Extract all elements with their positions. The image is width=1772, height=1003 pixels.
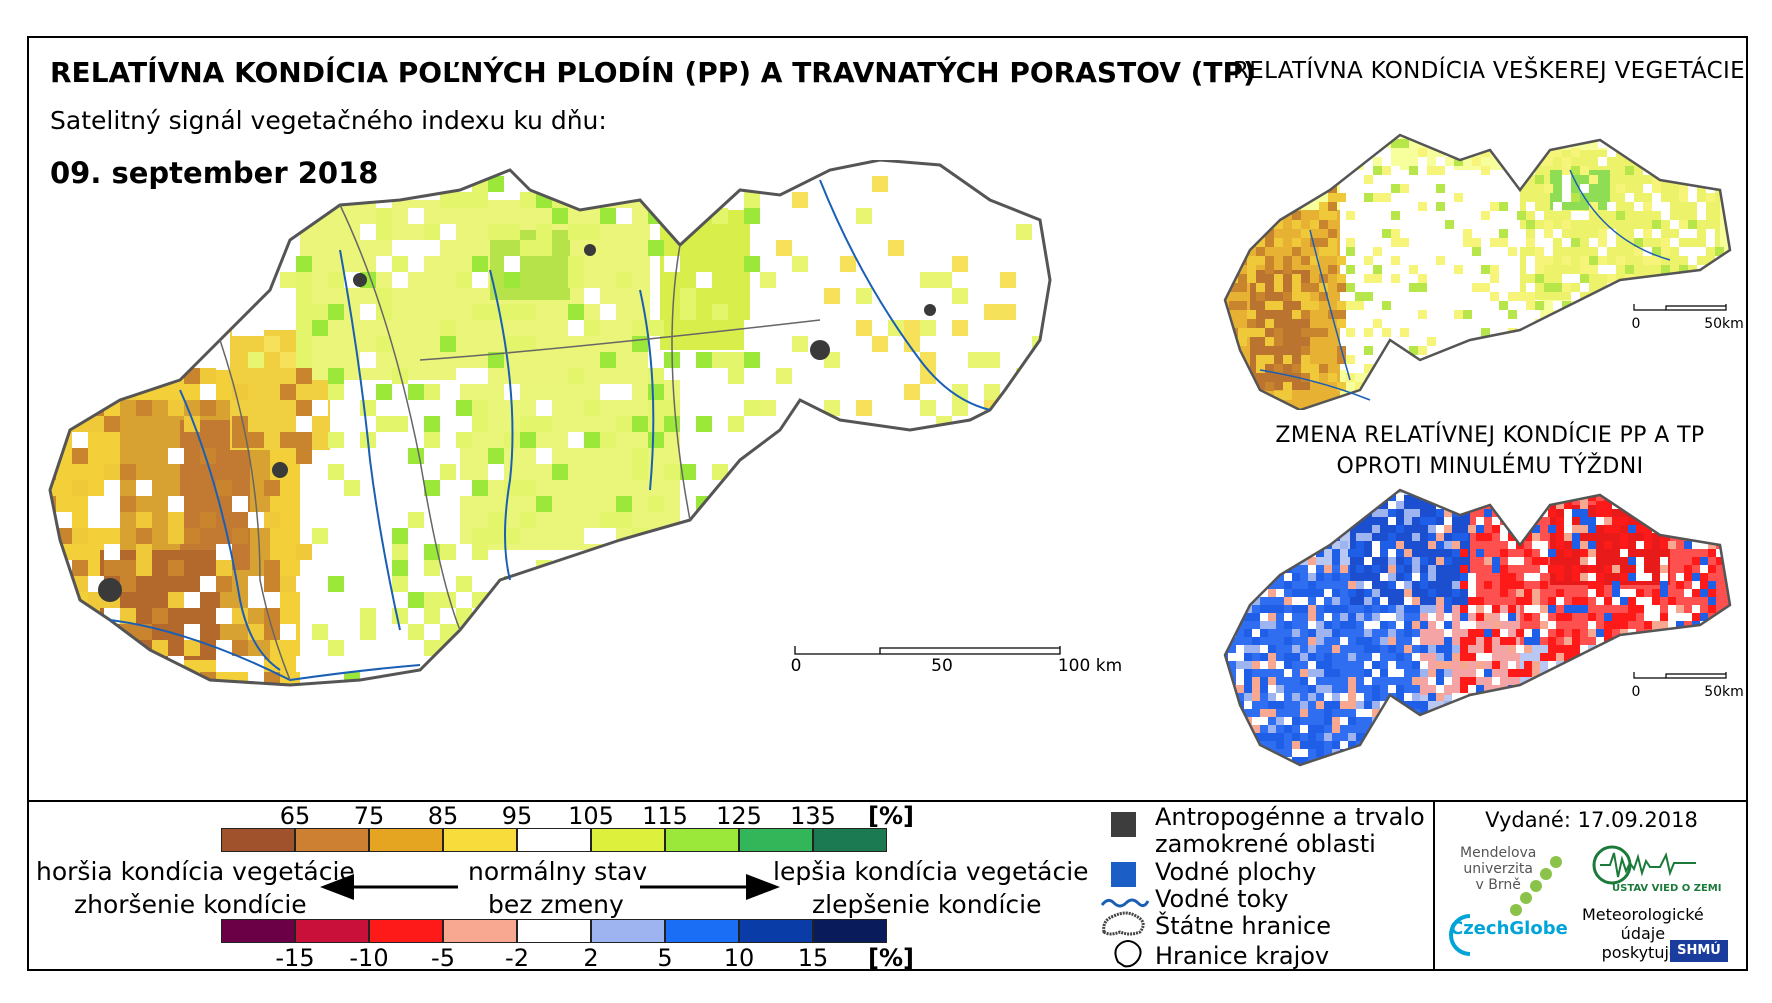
condition-swatch-7 (739, 828, 813, 852)
water-body-swatch (1111, 862, 1136, 887)
change-title-line1: ZMENA RELATÍVNEJ KONDÍCIE PP A TP (1275, 423, 1705, 448)
condition-tick-1: 75 (353, 802, 385, 830)
small-scale-2-label-50: 50km (1704, 684, 1744, 700)
condition-color-scale (221, 828, 887, 852)
change-swatch-7 (739, 919, 813, 943)
meteorological-data-text: Meteorologické údaje poskytuje: (1582, 905, 1704, 962)
legend-anthropogenic-line1: Antropogénne a trvalo (1155, 803, 1425, 831)
left-arrow-icon (320, 874, 458, 900)
change-swatch-8 (813, 919, 887, 943)
right-arrow-icon (640, 874, 780, 900)
legend-separator (27, 800, 1748, 802)
change-tick-3: -2 (505, 944, 529, 972)
change-swatch-3 (443, 919, 517, 943)
change-swatch-2 (369, 919, 443, 943)
main-scale-label-100: 100 km (1057, 656, 1123, 676)
main-scale-bar (794, 646, 1061, 655)
condition-tick-3: 95 (501, 802, 533, 830)
uvz-logo-icon (1592, 845, 1696, 885)
change-title: ZMENA RELATÍVNEJ KONDÍCIE PP A TP OPROTI… (1230, 420, 1750, 482)
condition-swatch-6 (665, 828, 739, 852)
change-swatch-5 (591, 919, 665, 943)
small-scale-1-label-50: 50km (1704, 316, 1744, 332)
all-vegetation-map (1223, 133, 1732, 410)
water-stream-icon (1100, 898, 1150, 908)
change-title-line2: OPROTI MINULÉMU TÝŽDNI (1336, 454, 1644, 479)
anthropogenic-swatch (1111, 812, 1136, 837)
legend-region-borders: Hranice krajov (1155, 942, 1330, 970)
legend-water-bodies: Vodné plochy (1155, 858, 1317, 886)
change-swatch-0 (221, 919, 295, 943)
small-scale-1-label-0: 0 (1631, 316, 1641, 332)
czechglobe-logo-icon (1449, 914, 1471, 956)
condition-swatch-4 (517, 828, 591, 852)
state-border-icon (1102, 911, 1145, 936)
met-line3: poskytuje: (1601, 943, 1685, 962)
condition-unit: [%] (868, 802, 914, 830)
condition-tick-7: 135 (790, 802, 836, 830)
main-scale-label-50: 50 (931, 656, 953, 676)
change-unit: [%] (868, 944, 914, 972)
condition-tick-0: 65 (279, 802, 311, 830)
mendel-line3: v Brně (1475, 877, 1521, 893)
map-subtitle: Satelitný signál vegetačného indexu ku d… (50, 106, 607, 135)
met-line1: Meteorologické (1582, 905, 1704, 924)
change-tick-1: -10 (349, 944, 389, 972)
czechglobe-logo-text: CzechGlobe (1450, 918, 1568, 939)
mendel-logo-text: Mendelova univerzita v Brně (1460, 845, 1536, 893)
mendel-logo-icon (1510, 856, 1562, 916)
main-map-anthropogenic (98, 244, 936, 602)
change-swatch-4 (517, 919, 591, 943)
map-title: RELATÍVNA KONDÍCIA POĽNÝCH PLODÍN (PP) A… (50, 56, 1256, 89)
legend-state-borders: Štátne hranice (1155, 912, 1331, 940)
small-scale-bar-1 (1633, 304, 1727, 311)
small-scale-2-label-0: 0 (1631, 684, 1641, 700)
small-scale-bar-2 (1633, 672, 1727, 679)
normal-state-label: normálny stav (468, 857, 648, 886)
condition-tick-2: 85 (427, 802, 459, 830)
main-map-rivers (109, 179, 991, 682)
condition-swatch-1 (295, 828, 369, 852)
mendel-line1: Mendelova (1460, 845, 1537, 861)
region-border-icon (1114, 940, 1142, 968)
condition-swatch-0 (221, 828, 295, 852)
change-tick-5: 5 (657, 944, 673, 972)
legend-anthropogenic-line2: zamokrené oblasti (1155, 830, 1376, 858)
condition-tick-4: 105 (568, 802, 614, 830)
condition-swatch-3 (443, 828, 517, 852)
condition-swatch-2 (369, 828, 443, 852)
change-swatch-1 (295, 919, 369, 943)
condition-tick-6: 125 (716, 802, 762, 830)
legend-water-streams: Vodné toky (1155, 885, 1289, 913)
change-color-scale (221, 919, 887, 943)
better-condition-label: lepšia kondícia vegetácie (773, 857, 1089, 886)
improvement-label: zlepšenie kondície (812, 890, 1042, 919)
map-date: 09. september 2018 (50, 156, 379, 190)
no-change-label: bez zmeny (488, 890, 624, 919)
change-tick-7: 15 (797, 944, 829, 972)
condition-swatch-5 (591, 828, 665, 852)
change-map (1223, 488, 1732, 767)
condition-swatch-8 (813, 828, 887, 852)
change-tick-4: 2 (583, 944, 599, 972)
worsening-label: zhoršenie kondície (74, 890, 307, 919)
main-map-region-borders (219, 204, 821, 681)
change-tick-0: -15 (275, 944, 315, 972)
all-vegetation-title: RELATÍVNA KONDÍCIA VEŠKEREJ VEGETÁCIE (1233, 58, 1745, 84)
change-tick-6: 10 (723, 944, 755, 972)
worse-condition-label: horšia kondícia vegetácie (36, 857, 355, 886)
issued-date: Vydané: 17.09.2018 (1485, 808, 1698, 832)
shmu-logo: SHMÚ (1670, 940, 1728, 962)
change-swatch-6 (665, 919, 739, 943)
met-line2: údaje (1620, 924, 1666, 943)
condition-tick-5: 115 (642, 802, 688, 830)
main-condition-map (48, 160, 1052, 687)
change-tick-2: -5 (431, 944, 455, 972)
mendel-line2: univerzita (1463, 861, 1533, 877)
main-scale-label-0: 0 (790, 656, 802, 676)
footer-separator (1433, 800, 1435, 971)
uvz-logo-text: ÚSTAV VIED O ZEMI (1612, 883, 1722, 894)
